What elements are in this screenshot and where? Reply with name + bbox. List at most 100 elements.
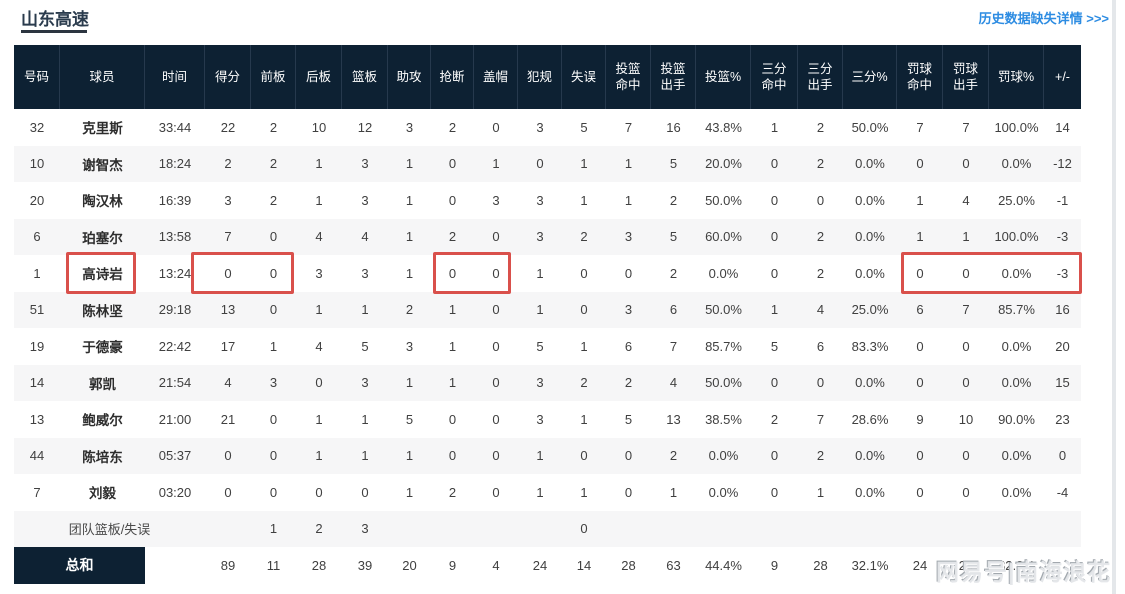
player-name-cell: 郭凯 <box>89 376 116 392</box>
stat-cell: 0 <box>224 448 232 464</box>
stat-cell: 3 <box>536 192 544 208</box>
stat-cell: 0 <box>962 375 970 391</box>
stat-cell: 44 <box>29 448 45 464</box>
stat-cell: 0 <box>315 484 323 500</box>
stat-cell: 2 <box>448 484 457 500</box>
stat-cell: 7 <box>962 119 970 135</box>
stat-cell: 3 <box>361 375 369 391</box>
stat-cell: 1 <box>580 192 588 208</box>
stat-cell: 1 <box>405 265 414 281</box>
player-row: 10 谢智杰 18:24 2 2 1 3 1 0 1 0 1 1 5 20.0% 0 2 0.0% 0 0 0.0% -1… <box>14 145 1081 182</box>
stat-cell: 1 <box>536 484 544 500</box>
stat-cell: 1 <box>770 119 779 135</box>
stat-cell: 0 <box>492 302 500 318</box>
stat-cell: 23 <box>1055 411 1070 427</box>
stat-cell: 4 <box>315 338 323 354</box>
stat-cell: 50.0% <box>705 375 742 391</box>
stat-cell: 2 <box>448 229 457 245</box>
column-header: 三分 命中 <box>751 45 798 109</box>
stat-cell: 0 <box>361 484 369 500</box>
column-header: 罚球 出手 <box>943 45 989 109</box>
stat-cell: 1 <box>269 338 278 354</box>
column-header: 抢断 <box>431 45 474 109</box>
stat-cell: 21 <box>220 411 236 427</box>
stat-cell: 1 <box>816 484 825 500</box>
stat-cell: 3 <box>405 338 414 354</box>
column-header: 得分 <box>205 45 251 109</box>
stat-cell: 0 <box>448 411 457 427</box>
stat-cell: 2 <box>770 411 779 427</box>
stat-cell: 5 <box>361 338 369 354</box>
stat-cell: 0 <box>448 265 457 281</box>
stat-cell: 1 <box>33 265 41 281</box>
stat-cell: 1 <box>405 375 414 391</box>
stat-cell: 9 <box>916 411 924 427</box>
player-row: 13 鲍威尔 21:00 21 0 1 1 5 0 0 3 1 5 13 38.5% 2 7 28.6% 9 10 90… <box>14 401 1081 438</box>
stat-cell: 3 <box>536 119 544 135</box>
stat-cell: 85.7% <box>998 302 1035 318</box>
stat-cell: 7 <box>624 119 633 135</box>
column-header: 失误 <box>562 45 606 109</box>
player-row: 44 陈培东 05:37 0 0 1 1 1 0 0 1 0 0 2 0.0% 0 2 0.0% 0 0 0.0% 0 <box>14 437 1081 474</box>
stat-cell: 4 <box>962 192 970 208</box>
stat-cell: 29:18 <box>158 302 192 318</box>
stat-cell: 32 <box>29 119 45 135</box>
stat-cell <box>1044 511 1081 548</box>
stat-cell: 1 <box>315 192 323 208</box>
stat-cell: 3 <box>269 375 278 391</box>
stat-cell: 1 <box>916 192 924 208</box>
stat-cell: 1 <box>269 521 278 537</box>
column-header: 投篮% <box>696 45 751 109</box>
stat-cell: 1 <box>770 302 779 318</box>
stat-cell: 3 <box>536 375 544 391</box>
column-header: 三分 出手 <box>798 45 843 109</box>
stat-cell: 0.0% <box>708 448 739 464</box>
stat-cell: 0 <box>770 448 779 464</box>
stat-cell: 0 <box>536 156 544 172</box>
stat-cell: 50.0% <box>851 119 889 135</box>
player-row: 19 于德豪 22:42 17 1 4 5 3 1 0 5 1 6 7 85.7% 5 6 83.3% 0 0 0.0%… <box>14 328 1081 365</box>
stat-cell: 13:24 <box>158 265 192 281</box>
stat-cell: 3 <box>361 156 369 172</box>
stat-cell: 50.0% <box>705 302 742 318</box>
history-data-link[interactable]: 历史数据缺失详情 >>> <box>978 11 1109 26</box>
stat-cell: 1 <box>580 484 588 500</box>
stat-cell: 5 <box>669 229 678 245</box>
stat-cell: 2 <box>224 156 232 172</box>
stat-cell: 100.0% <box>994 119 1039 135</box>
team-totals-row: 团队篮板/失误 1 2 3 0 <box>14 510 1081 548</box>
stat-cell: 1 <box>624 192 633 208</box>
stat-cell: 39 <box>357 557 373 573</box>
stat-cell: 0 <box>269 302 278 318</box>
stat-cell: 28.6% <box>851 411 889 427</box>
stat-cell: 3 <box>361 265 369 281</box>
player-name-cell: 刘毅 <box>89 486 116 502</box>
stat-cell <box>798 511 843 548</box>
stat-cell: 7 <box>33 484 41 500</box>
stat-cell: 1 <box>580 411 588 427</box>
stat-cell: 7 <box>962 302 970 318</box>
stat-cell: 82.8% <box>998 557 1035 573</box>
stat-cell: 28 <box>813 557 828 573</box>
stat-cell: 21:00 <box>158 411 192 427</box>
stat-cell: 0 <box>770 484 779 500</box>
stat-cell <box>943 511 989 548</box>
table-body: 32 克里斯 33:44 22 2 10 12 3 2 0 3 5 7 16 43.8% 1 2 50.0% 7 7 1… <box>14 109 1082 584</box>
stat-cell: 3 <box>361 521 369 537</box>
stat-cell: 0 <box>770 192 779 208</box>
stat-cell: -3 <box>1056 229 1069 245</box>
stat-cell: 0 <box>816 192 825 208</box>
team-row-label: 团队篮板/失误 <box>68 522 151 538</box>
stat-cell: 1 <box>448 375 457 391</box>
stat-cell: 0.0% <box>1001 156 1032 172</box>
stat-cell: 0 <box>624 448 633 464</box>
player-name-cell: 鲍威尔 <box>82 413 123 429</box>
stat-cell: 2 <box>816 448 825 464</box>
stat-cell: 0 <box>916 484 924 500</box>
player-name-cell: 高诗岩 <box>82 267 123 283</box>
stat-cell: 1 <box>361 411 369 427</box>
stat-cell: 20 <box>402 557 417 573</box>
stat-cell: 15 <box>1055 375 1070 391</box>
column-header: 三分% <box>843 45 897 109</box>
stat-cell <box>843 511 897 548</box>
